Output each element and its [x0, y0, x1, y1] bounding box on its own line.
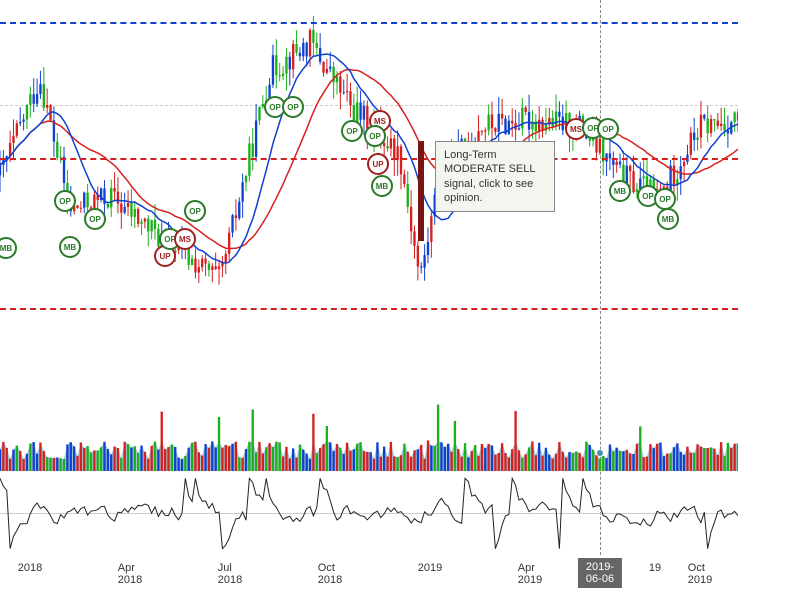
xaxis-label: Jul 2018: [218, 562, 242, 586]
signal-ms[interactable]: MS: [174, 228, 196, 250]
signal-op[interactable]: OP: [654, 188, 676, 210]
xaxis-label: 2019: [418, 562, 442, 574]
stock-chart: 180190200210220 R2S1S2 211.34209.29 MBOP…: [0, 0, 800, 600]
signal-mb[interactable]: MB: [371, 175, 393, 197]
signal-op[interactable]: OP: [54, 190, 76, 212]
signal-marker-bar: [418, 141, 424, 241]
xaxis-highlight: 2019-06-06: [578, 558, 622, 588]
signal-op[interactable]: OP: [364, 125, 386, 147]
signal-op[interactable]: OP: [341, 120, 363, 142]
signal-mb[interactable]: MB: [609, 180, 631, 202]
xaxis-label: 2018: [18, 562, 42, 574]
level-line-S2: [0, 308, 738, 310]
signal-tooltip[interactable]: Long-Term MODERATE SELL signal, click to…: [435, 141, 555, 212]
xaxis-label: Apr 2019: [518, 562, 542, 586]
signal-op[interactable]: OP: [597, 118, 619, 140]
signal-mb[interactable]: MB: [59, 236, 81, 258]
xaxis-label: Oct 2019: [688, 562, 712, 586]
volume-plot[interactable]: [0, 376, 738, 471]
level-line-R2: [0, 22, 738, 24]
signal-op[interactable]: OP: [184, 200, 206, 222]
signal-op[interactable]: OP: [282, 96, 304, 118]
signal-mb[interactable]: MB: [657, 208, 679, 230]
xaxis-label: Oct 2018: [318, 562, 342, 586]
xaxis-label: 19: [649, 562, 661, 574]
signal-up[interactable]: UP: [367, 153, 389, 175]
xaxis-label: Apr 2018: [118, 562, 142, 586]
oscillator-plot[interactable]: [0, 476, 738, 551]
signal-op[interactable]: OP: [84, 208, 106, 230]
